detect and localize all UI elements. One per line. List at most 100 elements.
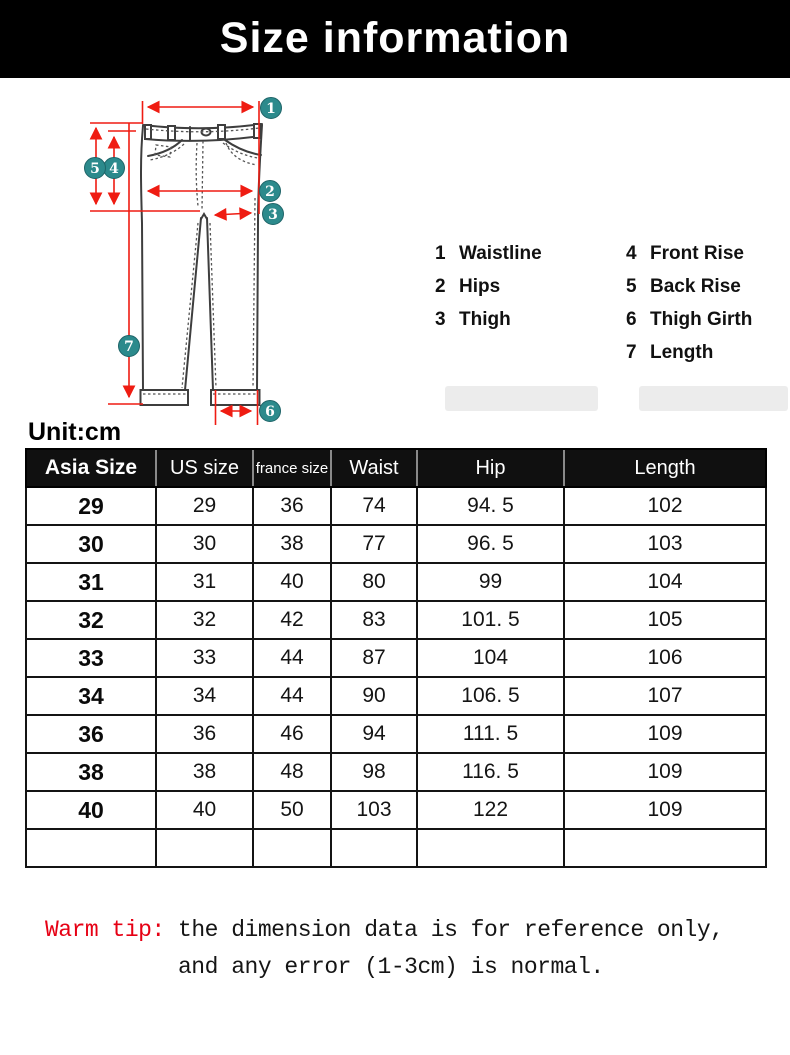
- measurement-diagram: 1 2 3 4 5: [0, 78, 790, 448]
- marker-1-icon: 1: [260, 97, 282, 119]
- table-cell: 42: [252, 600, 332, 640]
- table-cell: 29: [25, 486, 157, 526]
- table-cell: 109: [563, 790, 767, 830]
- legend-right: 4 Front Rise 5 Back Rise 6 Thigh Girth 7 Length: [626, 237, 752, 369]
- table-cell: 44: [252, 676, 332, 716]
- table-cell: 38: [252, 524, 332, 564]
- header-row: Asia Size US size france size Waist Hip Lengt…: [25, 448, 766, 488]
- marker-4-icon: 4: [103, 157, 125, 179]
- column-header: US size: [155, 448, 253, 488]
- svg-text:2: 2: [265, 184, 275, 200]
- table-cell: 46: [252, 714, 332, 754]
- table-cell: 122: [416, 790, 565, 830]
- marker-2-icon: 2: [259, 180, 281, 202]
- pants-outline-icon: [139, 123, 263, 406]
- table-cell: 94: [330, 714, 418, 754]
- svg-text:4: 4: [109, 161, 119, 177]
- table-cell: 109: [563, 752, 767, 792]
- watermark-block: [445, 386, 598, 411]
- pants-diagram: 1 2 3 4 5: [84, 97, 284, 425]
- table-cell: 111. 5: [416, 714, 565, 754]
- legend-number: 7: [626, 341, 637, 363]
- legend-number: 3: [435, 308, 446, 330]
- table-row: 40 40 50 103 122 109: [25, 790, 767, 830]
- table-cell: 103: [330, 790, 418, 830]
- table-row: 29 29 36 74 94. 5 102: [25, 486, 767, 526]
- table-cell: 31: [25, 562, 157, 602]
- svg-text:7: 7: [124, 339, 134, 355]
- column-header: Asia Size: [25, 448, 156, 488]
- table-cell: 48: [252, 752, 332, 792]
- table-cell: [252, 828, 332, 868]
- table-cell: 99: [416, 562, 565, 602]
- marker-7-icon: 7: [118, 335, 140, 357]
- table-cell: 106. 5: [416, 676, 565, 716]
- legend-item: 3 Thigh: [435, 303, 542, 336]
- table-cell: 32: [25, 600, 157, 640]
- table-cell: 44: [252, 638, 332, 678]
- legend-label: Length: [650, 341, 714, 363]
- table-cell: 104: [416, 638, 565, 678]
- legend-number: 4: [626, 242, 637, 264]
- table-row: 32 32 42 83 101. 5 105: [25, 600, 767, 640]
- warm-tip-line2: and any error (1-3cm) is normal.: [178, 954, 604, 980]
- table-cell: 105: [563, 600, 767, 640]
- size-table-header: Asia Size US size france size Waist Hip Lengt…: [25, 448, 766, 488]
- legend-item: 1 Waistline: [435, 237, 542, 270]
- legend-item: 4 Front Rise: [626, 237, 752, 270]
- legend-label: Waistline: [459, 242, 542, 264]
- table-cell: 104: [563, 562, 767, 602]
- column-header: france size: [252, 448, 331, 488]
- table-cell: 34: [25, 676, 157, 716]
- table-row: 34 34 44 90 106. 5 107: [25, 676, 767, 716]
- svg-text:3: 3: [268, 207, 278, 223]
- table-cell: 30: [25, 524, 157, 564]
- table-cell: 87: [330, 638, 418, 678]
- legend-label: Back Rise: [650, 275, 741, 297]
- legend-item: 5 Back Rise: [626, 270, 752, 303]
- marker-5-icon: 5: [84, 157, 106, 179]
- legend-item: 2 Hips: [435, 270, 542, 303]
- table-cell: [416, 828, 565, 868]
- table-cell: 101. 5: [416, 600, 565, 640]
- table-row: 33 33 44 87 104 106: [25, 638, 767, 678]
- legend-number: 2: [435, 275, 446, 297]
- legend-item: 7 Length: [626, 336, 752, 369]
- legend-label: Thigh Girth: [650, 308, 753, 330]
- table-cell: 34: [155, 676, 254, 716]
- table-cell: 40: [252, 562, 332, 602]
- legend-label: Hips: [459, 275, 501, 297]
- table-row: 31 31 40 80 99 104: [25, 562, 767, 602]
- legend-left: 1 Waistline 2 Hips 3 Thigh: [435, 237, 542, 336]
- legend-number: 6: [626, 308, 637, 330]
- unit-label: Unit:cm: [28, 418, 122, 446]
- legend-number: 1: [435, 242, 446, 264]
- watermark-block: [639, 386, 788, 411]
- legend-number: 5: [626, 275, 637, 297]
- svg-text:1: 1: [266, 101, 276, 117]
- table-cell: 90: [330, 676, 418, 716]
- arrow-thigh: [213, 207, 253, 221]
- svg-text:6: 6: [265, 404, 275, 420]
- table-cell: [155, 828, 254, 868]
- legend-label: Thigh: [459, 308, 511, 330]
- table-cell: 40: [25, 790, 157, 830]
- table-cell: 36: [155, 714, 254, 754]
- table-cell: 31: [155, 562, 254, 602]
- warm-tip-prefix: Warm tip:: [45, 917, 165, 943]
- title-bar: Size information: [0, 0, 790, 78]
- table-cell: 102: [563, 486, 767, 526]
- svg-text:5: 5: [90, 161, 100, 177]
- size-table-body: 29 29 36 74 94. 5 102 30 30 38 77 96. 5 103 31 31 40 80…: [25, 486, 767, 868]
- table-cell: [330, 828, 418, 868]
- table-cell: 38: [25, 752, 157, 792]
- marker-6-icon: 6: [259, 400, 281, 422]
- table-cell: 33: [155, 638, 254, 678]
- table-cell: 107: [563, 676, 767, 716]
- table-cell: 74: [330, 486, 418, 526]
- table-row: 38 38 48 98 116. 5 109: [25, 752, 767, 792]
- table-cell: 38: [155, 752, 254, 792]
- circle-markers: 1 2 3 4 5: [84, 97, 284, 422]
- table-cell: 98: [330, 752, 418, 792]
- table-row: 30 30 38 77 96. 5 103: [25, 524, 767, 564]
